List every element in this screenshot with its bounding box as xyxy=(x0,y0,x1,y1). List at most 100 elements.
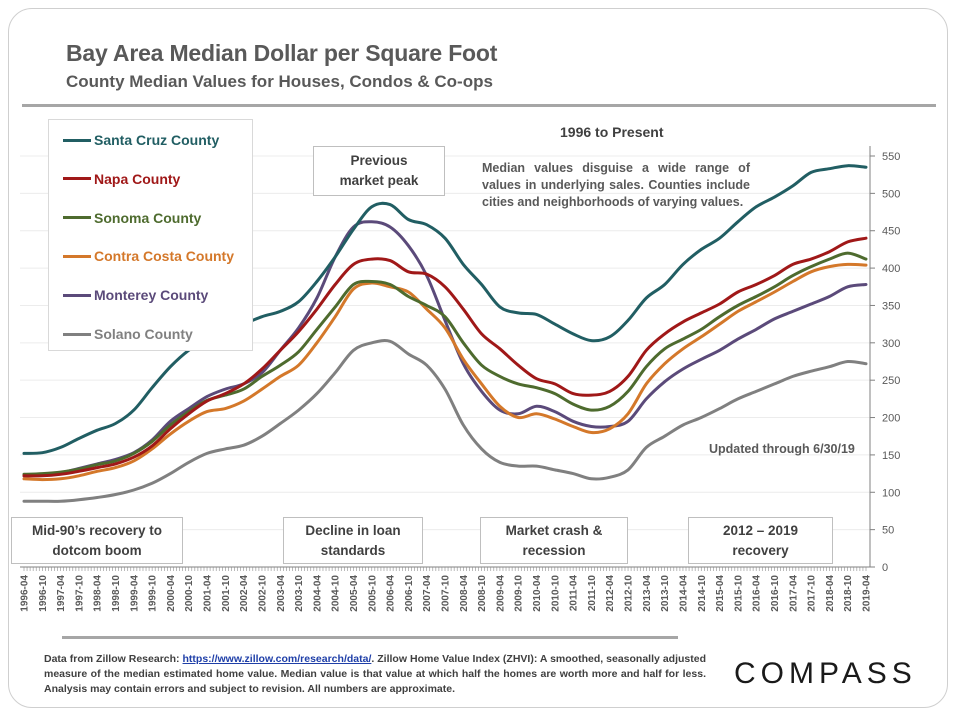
y-tick-label: 550 xyxy=(882,151,900,163)
legend-item: Sonoma County xyxy=(63,208,201,228)
legend-swatch xyxy=(63,254,91,258)
x-tick-label: 2018-10 xyxy=(843,575,854,612)
series-lines xyxy=(22,164,868,503)
y-tick-label: 150 xyxy=(882,450,900,462)
legend-label: Santa Cruz County xyxy=(94,132,220,148)
footer-prefix: Data from Zillow Research: xyxy=(44,653,183,665)
x-tick-label: 2014-10 xyxy=(697,575,708,612)
x-tick-label: 2011-04 xyxy=(569,575,580,612)
x-tick-label: 2001-10 xyxy=(221,575,232,612)
y-tick-label: 300 xyxy=(882,338,900,350)
x-tick-label: 1999-10 xyxy=(148,575,159,612)
x-tick-label: 1997-04 xyxy=(56,575,67,612)
x-tick-label: 2008-10 xyxy=(477,575,488,612)
x-tick-label: 1997-10 xyxy=(74,575,85,612)
x-tick-label: 2001-04 xyxy=(203,575,214,612)
x-tick-label: 1998-10 xyxy=(111,575,122,612)
x-tick-label: 2006-10 xyxy=(404,575,415,612)
y-tick-label: 400 xyxy=(882,263,900,275)
x-tick-label: 2017-10 xyxy=(807,575,818,612)
annotation-mid90s: Mid-90’s recovery to dotcom boom xyxy=(11,517,183,564)
x-tick-label: 1999-04 xyxy=(129,575,140,612)
zillow-link[interactable]: https://www.zillow.com/research/data/ xyxy=(182,653,372,665)
legend-label: Contra Costa County xyxy=(94,248,234,265)
x-tick-label: 2007-04 xyxy=(422,575,433,612)
x-tick-label: 2005-04 xyxy=(349,575,360,612)
decorative-bar xyxy=(62,636,678,639)
chart-subtitle: County Median Values for Houses, Condos … xyxy=(66,72,493,91)
legend-item: Contra Costa County xyxy=(63,246,234,266)
legend-swatch xyxy=(63,177,91,181)
y-tick-label: 50 xyxy=(882,525,894,537)
legend-item: Solano County xyxy=(63,324,193,344)
x-tick-label: 2004-10 xyxy=(331,575,342,612)
x-tick-label: 2006-04 xyxy=(386,575,397,612)
x-tick-label: 2000-10 xyxy=(184,575,195,612)
x-tick-label: 2010-04 xyxy=(532,575,543,612)
x-axis: 1996-04 1996-10 1997-04 1997-10 1998-04 1998-… xyxy=(20,566,873,612)
y-tick-label: 0 xyxy=(882,562,888,574)
legend-swatch xyxy=(63,332,91,336)
x-tick-label: 2015-04 xyxy=(715,575,726,612)
annotation-recovery: 2012 – 2019 recovery xyxy=(688,517,833,564)
note-text: Median values disguise a wide range of v… xyxy=(482,161,750,209)
annotation-loan-standards: Decline in loan standards xyxy=(283,517,423,564)
x-tick-label: 2015-10 xyxy=(733,575,744,612)
y-tick-label: 100 xyxy=(882,487,900,499)
legend-swatch xyxy=(63,216,91,220)
x-tick-label: 2012-04 xyxy=(605,575,616,612)
x-tick-label: 2008-04 xyxy=(459,575,470,612)
updated-label: Updated through 6/30/19 xyxy=(709,442,855,456)
series-line-napa-county xyxy=(22,236,868,478)
x-tick-label: 2009-10 xyxy=(514,575,525,612)
x-tick-label: 2012-10 xyxy=(624,575,635,612)
annotation-loan-standards-text: Decline in loan standards xyxy=(305,522,401,558)
legend-label: Sonoma County xyxy=(94,209,202,226)
y-tick-label: 500 xyxy=(882,188,900,200)
annotation-previous-peak-text: Previous market peak xyxy=(339,153,419,188)
x-tick-label: 2013-10 xyxy=(660,575,671,612)
x-tick-label: 2016-04 xyxy=(752,575,763,612)
legend-swatch xyxy=(63,293,91,297)
x-tick-label: 2004-04 xyxy=(312,575,323,612)
range-label: 1996 to Present xyxy=(560,124,664,140)
y-tick-label: 450 xyxy=(882,226,900,238)
legend-swatch xyxy=(63,138,91,142)
series-line-sonoma-county xyxy=(22,251,868,476)
legend: Santa Cruz County Napa County Sonoma Count… xyxy=(48,119,253,351)
x-tick-label: 2005-10 xyxy=(367,575,378,612)
x-tick-label: 2003-10 xyxy=(294,575,305,612)
x-tick-label: 2003-04 xyxy=(276,575,287,612)
annotation-recovery-text: 2012 – 2019 recovery xyxy=(722,522,799,558)
x-tick-label: 2007-10 xyxy=(441,575,452,612)
footer-note: Data from Zillow Research: https://www.z… xyxy=(44,652,706,697)
annotation-crash-text: Market crash & recession xyxy=(505,522,603,558)
x-tick-label: 2009-04 xyxy=(495,575,506,612)
chart-title: Bay Area Median Dollar per Square Foot xyxy=(66,40,498,66)
legend-label: Monterey County xyxy=(94,287,209,304)
annotation-mid90s-text: Mid-90’s recovery to dotcom boom xyxy=(31,522,163,558)
x-tick-label: 2017-04 xyxy=(788,575,799,612)
x-tick-label: 2002-04 xyxy=(239,575,250,612)
x-tick-label: 2018-04 xyxy=(825,575,836,612)
y-tick-label: 200 xyxy=(882,413,900,425)
x-tick-label: 1996-10 xyxy=(38,575,49,612)
x-tick-label: 2016-10 xyxy=(770,575,781,612)
series-line-monterey-county xyxy=(22,220,868,478)
x-tick-label: 2013-04 xyxy=(642,575,653,612)
chart-frame xyxy=(8,8,948,708)
legend-label: Napa County xyxy=(94,170,181,187)
y-tick-label: 350 xyxy=(882,300,900,312)
title-divider xyxy=(22,104,936,107)
x-tick-label: 2014-04 xyxy=(678,575,689,612)
x-tick-label: 1998-04 xyxy=(93,575,104,612)
series-line-santa-cruz-county xyxy=(22,164,868,455)
x-tick-label: 2011-10 xyxy=(587,575,598,612)
legend-item: Napa County xyxy=(63,169,180,189)
x-tick-label: 1996-04 xyxy=(20,575,31,612)
footer-suffix: . Zillow Home Value Index (ZHVI): A smoo… xyxy=(44,653,706,695)
compass-logo: COMPASS xyxy=(734,657,917,690)
annotation-previous-peak: Previous market peak xyxy=(313,146,445,196)
x-tick-label: 2010-10 xyxy=(550,575,561,612)
